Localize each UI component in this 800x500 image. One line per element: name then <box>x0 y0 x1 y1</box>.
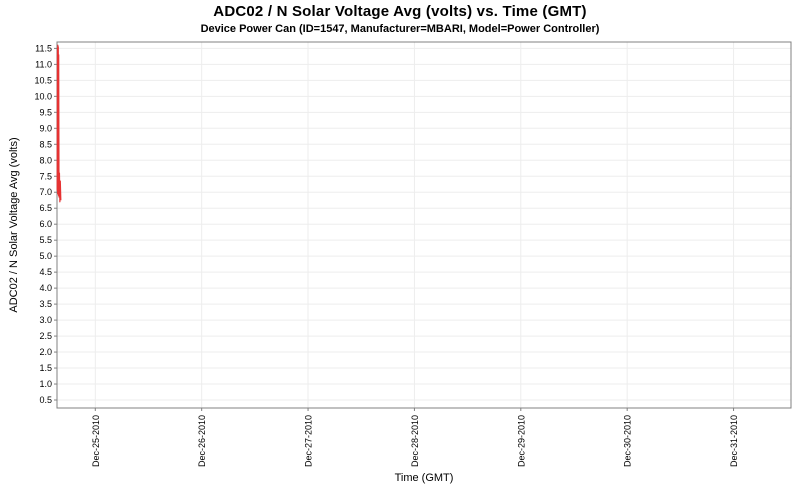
x-tick-label: Dec-31-2010 <box>729 415 739 467</box>
y-tick-label: 1.0 <box>39 379 52 389</box>
y-tick-label: 5.5 <box>39 235 52 245</box>
x-axis-label: Time (GMT) <box>394 472 454 484</box>
y-tick-label: 7.5 <box>39 171 52 181</box>
y-tick-label: 9.5 <box>39 107 52 117</box>
y-tick-label: 10.0 <box>34 91 52 101</box>
y-axis-label: ADC02 / N Solar Voltage Avg (volts) <box>8 137 20 313</box>
x-tick-label: Dec-29-2010 <box>516 415 526 467</box>
x-tick-label: Dec-27-2010 <box>304 415 314 467</box>
y-tick-label: 4.5 <box>39 267 52 277</box>
chart-title: ADC02 / N Solar Voltage Avg (volts) vs. … <box>213 3 587 20</box>
x-tick-label: Dec-25-2010 <box>91 415 101 467</box>
chart-subtitle: Device Power Can (ID=1547, Manufacturer=… <box>200 23 600 35</box>
y-tick-label: 10.5 <box>34 75 52 85</box>
y-tick-label: 6.0 <box>39 219 52 229</box>
x-tick-label: Dec-30-2010 <box>623 415 633 467</box>
y-tick-label: 2.0 <box>39 347 52 357</box>
y-tick-label: 9.0 <box>39 123 52 133</box>
plot-background <box>57 42 791 408</box>
y-tick-label: 6.5 <box>39 203 52 213</box>
y-tick-label: 11.0 <box>35 59 52 69</box>
y-tick-label: 8.5 <box>39 139 52 149</box>
y-tick-label: 0.5 <box>39 395 52 405</box>
y-tick-label: 7.0 <box>39 187 52 197</box>
y-tick-label: 2.5 <box>39 331 52 341</box>
y-tick-label: 3.5 <box>39 299 52 309</box>
y-tick-label: 4.0 <box>39 283 52 293</box>
series-line <box>56 44 62 203</box>
x-tick-label: Dec-26-2010 <box>197 415 207 467</box>
y-tick-label: 1.5 <box>39 363 52 373</box>
y-tick-label: 3.0 <box>39 315 52 325</box>
y-tick-label: 8.0 <box>39 155 52 165</box>
x-tick-label: Dec-28-2010 <box>410 415 420 467</box>
y-tick-label: 5.0 <box>39 251 52 261</box>
plot-border <box>56 41 792 409</box>
y-tick-label: 11.5 <box>35 43 52 53</box>
